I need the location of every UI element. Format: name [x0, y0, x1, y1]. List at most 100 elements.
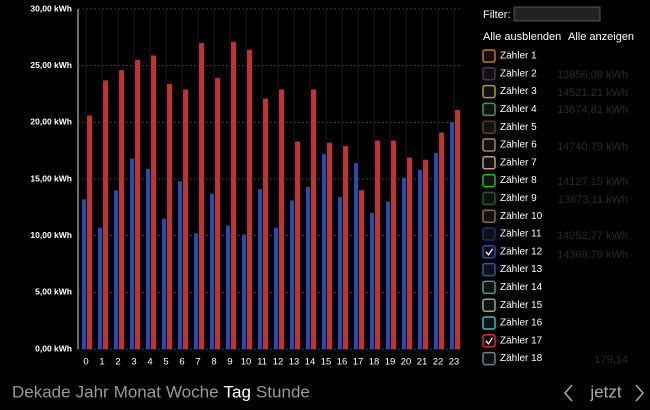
filter-input[interactable] [513, 6, 601, 22]
checkbox[interactable] [482, 280, 496, 295]
bar [146, 168, 150, 349]
bar [359, 190, 364, 349]
bar [322, 154, 326, 349]
meter-label[interactable]: Zähler 14 [500, 282, 543, 293]
bar [183, 89, 188, 349]
ghost-value: 13673,11 kWh [558, 194, 628, 206]
checkbox[interactable] [482, 49, 496, 63]
hide-all[interactable]: Alle ausblenden [483, 31, 561, 43]
bar [311, 89, 316, 349]
meter-label[interactable]: Zähler 15 [500, 300, 543, 311]
x-tick-label: 19 [385, 357, 396, 368]
checkbox[interactable] [482, 262, 496, 277]
bar [258, 189, 262, 349]
now-button[interactable]: jetzt [589, 382, 621, 401]
checkbox[interactable] [482, 227, 496, 241]
show-all[interactable]: Alle anzeigen [568, 31, 634, 43]
bar [391, 140, 396, 349]
meter-label[interactable]: Zähler 6 [500, 140, 537, 151]
x-tick-label: 5 [163, 357, 168, 368]
bar [327, 142, 332, 349]
period-tab[interactable]: Dekade [12, 382, 71, 401]
ghost-value: 14369,79 kWh [557, 249, 628, 261]
bar [82, 199, 86, 349]
bar [199, 43, 204, 349]
bar [226, 225, 230, 349]
meter-label[interactable]: Zähler 11 [500, 229, 542, 240]
y-tick-label: 5,00 kWh [35, 287, 72, 297]
x-tick-label: 11 [257, 357, 267, 368]
x-tick-label: 0 [83, 357, 88, 368]
bar [375, 140, 380, 349]
period-tab[interactable]: Woche [166, 382, 219, 401]
meter-label[interactable]: Zähler 2 [500, 68, 537, 79]
period-tab[interactable]: Monat [114, 382, 162, 401]
x-tick-label: 7 [195, 357, 200, 368]
bar [87, 115, 92, 350]
bar [135, 60, 140, 349]
checkbox[interactable] [482, 209, 496, 223]
meter-label[interactable]: Zähler 1 [500, 51, 537, 62]
checkmark [485, 337, 494, 345]
meter-label[interactable]: Zähler 18 [500, 353, 543, 364]
y-tick-label: 15,00 kWh [30, 173, 72, 183]
bar [130, 158, 134, 349]
x-tick-label: 2 [115, 357, 120, 368]
meter-label[interactable]: Zähler 12 [500, 246, 543, 257]
checkbox[interactable] [482, 156, 496, 170]
meter-label[interactable]: Zähler 10 [500, 211, 543, 222]
checkbox[interactable] [482, 245, 496, 259]
bar [279, 89, 284, 349]
bar [194, 233, 198, 349]
checkbox[interactable] [482, 120, 496, 134]
checkbox[interactable] [482, 84, 496, 99]
meter-label[interactable]: Zähler 7 [500, 157, 537, 168]
meter-label[interactable]: Zähler 8 [500, 175, 537, 186]
meter-label[interactable]: Zähler 17 [500, 335, 543, 346]
checkbox[interactable] [482, 67, 496, 81]
bar [114, 190, 118, 349]
period-tab[interactable]: Tag [224, 382, 251, 401]
checkbox[interactable] [482, 351, 496, 366]
checkbox[interactable] [482, 334, 496, 348]
ghost-value: 14521,21 kWh [557, 87, 628, 99]
bar [210, 193, 214, 349]
meter-label[interactable]: Zähler 16 [500, 318, 543, 329]
period-tab[interactable]: Stunde [256, 382, 310, 401]
period-tab[interactable]: Jahr [76, 382, 109, 401]
bar [103, 80, 108, 350]
x-tick-label: 10 [241, 357, 252, 368]
meter-label[interactable]: Zähler 9 [500, 193, 537, 204]
ghost-value: 13856,08 kWh [557, 69, 628, 81]
bar [231, 41, 236, 349]
x-tick-label: 6 [179, 357, 184, 368]
x-tick-label: 20 [401, 357, 412, 368]
checkbox[interactable] [482, 173, 496, 188]
x-tick-label: 9 [227, 357, 232, 368]
x-tick-label: 21 [417, 357, 428, 368]
checkbox[interactable] [482, 316, 496, 330]
bar [167, 83, 172, 350]
checkmark [485, 248, 494, 256]
bar [439, 132, 444, 349]
bar [418, 169, 422, 349]
meter-label[interactable]: Zähler 4 [500, 104, 537, 115]
y-tick-label: 20,00 kWh [30, 117, 72, 127]
bar [370, 213, 374, 349]
bar [386, 201, 390, 349]
checkbox[interactable] [482, 298, 496, 312]
next-arrow[interactable] [635, 384, 644, 402]
checkbox[interactable] [482, 102, 496, 117]
meter-label[interactable]: Zähler 3 [500, 86, 537, 97]
bar [306, 186, 310, 349]
bar [290, 200, 294, 349]
ghost-value: 179,14 [594, 354, 628, 366]
meter-label[interactable]: Zähler 5 [500, 122, 537, 133]
checkbox[interactable] [482, 191, 496, 206]
checkbox[interactable] [482, 138, 496, 152]
prev-arrow[interactable] [564, 384, 573, 402]
bar [354, 163, 358, 349]
meter-label[interactable]: Zähler 13 [500, 264, 543, 275]
ghost-value: 13674,81 kWh [557, 104, 628, 116]
x-tick-label: 15 [321, 357, 332, 368]
